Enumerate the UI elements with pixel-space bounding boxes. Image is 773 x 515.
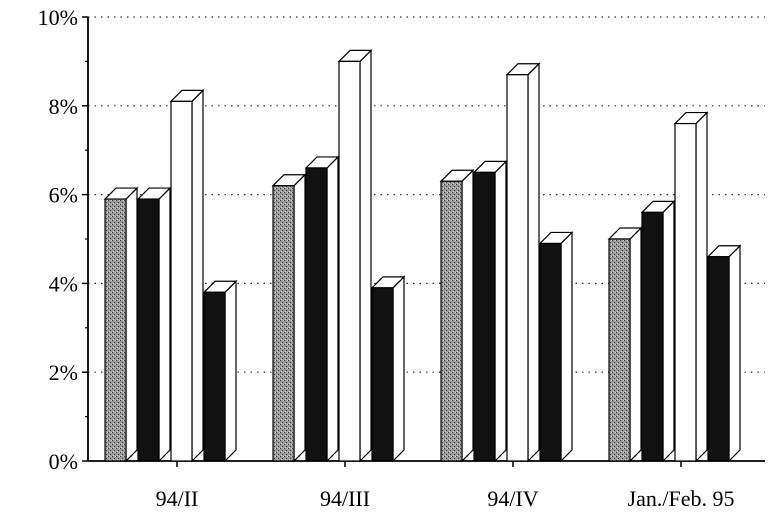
x-category-label: 94/III [320,486,370,511]
bar-front [608,238,631,462]
y-tick-label: 6% [49,183,78,208]
bar-front [272,185,295,462]
bar-side [494,159,507,463]
bar [505,62,541,463]
bar-front [473,171,496,462]
bars [103,48,742,463]
bar-front [137,198,160,462]
bar [538,230,574,463]
bar-side [629,226,642,463]
bar-side [191,88,204,463]
bar-front [371,287,394,462]
y-tick-label: 2% [49,360,78,385]
bar-side [293,173,306,463]
bar-side [728,244,741,463]
bar [169,88,205,463]
bar-side [359,48,372,463]
x-category-label: 94/IV [487,486,538,511]
bar-front [641,211,664,462]
bar-side [392,275,405,463]
bar-front [539,242,562,462]
bar-side [158,186,171,463]
gridlines [88,16,765,373]
bar-side [461,168,474,463]
bar-side [662,199,675,463]
bar [472,159,508,463]
bar-side [695,111,708,463]
bar-front [674,122,697,462]
bar-front [506,74,529,462]
y-tick-label: 10% [38,5,78,30]
bar-front [104,198,127,462]
bar-front [707,256,730,462]
bar-front [170,100,193,462]
bar [640,199,676,463]
bar [439,168,475,463]
bar-side [224,279,237,463]
bar-side [326,155,339,463]
bar-side [527,62,540,463]
bar [370,275,406,463]
bar [607,226,643,463]
bar [706,244,742,463]
bar [103,186,139,463]
bar-front [305,167,328,462]
bar [271,173,307,463]
bar-side [125,186,138,463]
bar-side [560,230,573,463]
x-category-label: 94/II [156,486,199,511]
y-tick-label: 4% [49,271,78,296]
bar [202,279,238,463]
labels: 0% 2% 4% 6% 8% 10% 94/II 94/III 94/IV Jan./Feb. 9… [38,5,735,511]
bar [136,186,172,463]
bar [337,48,373,463]
bar-front [203,291,226,462]
y-tick-label: 0% [49,449,78,474]
bar-front [440,180,463,462]
bar [673,111,709,463]
bar [304,155,340,463]
x-category-label: Jan./Feb. 95 [628,486,735,511]
y-tick-label: 8% [49,94,78,119]
bar-front [338,60,361,462]
